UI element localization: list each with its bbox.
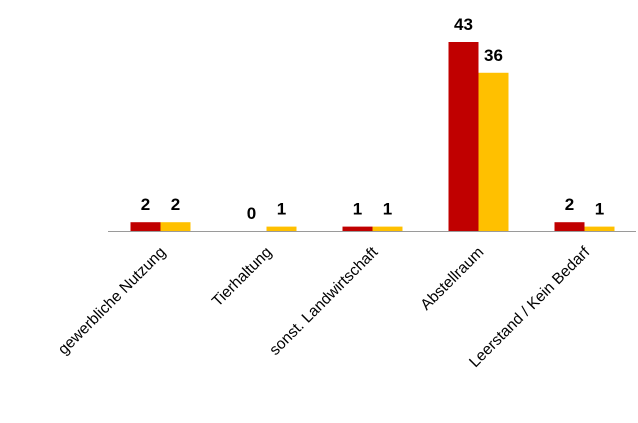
category-label-tierhaltung: Tierhaltung [209, 244, 275, 310]
value-label-leerstand-kein-bedarf-series-1: 2 [565, 195, 574, 214]
value-labels-layer: 2 2 0 1 1 1 43 36 2 1 [141, 15, 604, 223]
bars-layer [130, 42, 615, 231]
bar-sonst-landwirtschaft-series-1 [342, 226, 373, 231]
value-label-tierhaltung-series-1: 0 [247, 204, 256, 223]
value-label-sonst-landwirtschaft-series-1: 1 [353, 200, 362, 219]
category-label-leerstand-kein-bedarf: Leerstand / Kein Bedarf [466, 243, 594, 371]
category-label-abstellraum: Abstellraum [417, 244, 487, 314]
bar-gewerbliche-nutzung-series-1 [130, 222, 161, 231]
bar-abstellraum-series-1 [448, 42, 479, 231]
value-label-abstellraum-series-2: 36 [484, 46, 503, 65]
value-label-tierhaltung-series-2: 1 [277, 200, 286, 219]
bar-leerstand-kein-bedarf-series-1 [554, 222, 585, 231]
bar-sonst-landwirtschaft-series-2 [372, 226, 403, 231]
bar-gewerbliche-nutzung-series-2 [160, 222, 191, 231]
value-label-abstellraum-series-1: 43 [454, 15, 473, 34]
bar-leerstand-kein-bedarf-series-2 [584, 226, 615, 231]
category-label-sonst-landwirtschaft: sonst. Landwirtschaft [266, 243, 381, 358]
category-label-gewerbliche-nutzung: gewerbliche Nutzung [55, 244, 169, 358]
bar-tierhaltung-series-2 [266, 226, 297, 231]
value-label-sonst-landwirtschaft-series-2: 1 [383, 200, 392, 219]
value-label-leerstand-kein-bedarf-series-2: 1 [595, 200, 604, 219]
value-label-gewerbliche-nutzung-series-2: 2 [171, 195, 180, 214]
value-label-gewerbliche-nutzung-series-1: 2 [141, 195, 150, 214]
bar-abstellraum-series-2 [478, 72, 509, 231]
